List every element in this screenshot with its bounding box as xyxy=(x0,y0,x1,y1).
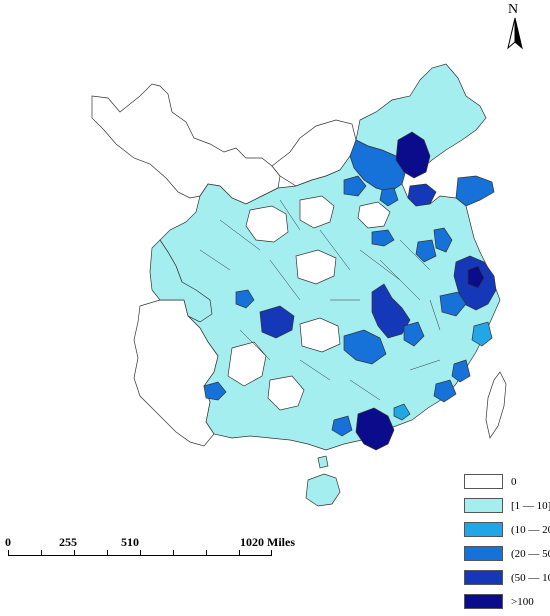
internal-boundaries xyxy=(199,199,441,401)
legend-row: (20 — 50] xyxy=(464,544,550,563)
region-delta-mid xyxy=(439,291,467,317)
region-south-mid xyxy=(331,415,353,437)
legend-label: >100 xyxy=(511,595,534,608)
legend-label: (10 — 20] xyxy=(511,523,550,536)
region-coast-mid-3 xyxy=(433,379,457,403)
scale-tick-6 xyxy=(206,550,207,556)
scale-tick-4 xyxy=(140,550,141,556)
region-taiwan xyxy=(485,371,507,439)
scale-label-255: 255 xyxy=(59,535,77,549)
legend-row: (50 — 100] xyxy=(464,568,550,587)
scale-label-510: 510 xyxy=(121,535,139,549)
region-east-mid-3 xyxy=(415,239,437,263)
legend-swatch xyxy=(464,570,503,585)
legend-swatch xyxy=(464,498,503,513)
region-south-darkest xyxy=(355,407,395,451)
region-central-mid-2 xyxy=(403,321,425,347)
scale-tick-8 xyxy=(271,550,272,556)
region-north-mid-1 xyxy=(343,175,367,197)
region-interior-white-6 xyxy=(227,341,267,387)
scale-tick-5 xyxy=(173,550,174,556)
legend-row: 0 xyxy=(464,472,550,491)
region-north-mid-2 xyxy=(379,187,399,207)
scale-label-1020: 1020 Miles xyxy=(240,535,295,549)
region-small-island xyxy=(317,455,329,469)
north-arrow-icon xyxy=(507,17,523,50)
region-northwest-white xyxy=(91,83,281,205)
region-interior-white-7 xyxy=(267,375,305,411)
scale-label-0: 0 xyxy=(5,535,11,549)
region-coast-mid xyxy=(471,321,493,347)
scale-tick-0 xyxy=(8,550,9,556)
map-canvas xyxy=(91,63,507,507)
region-interior-white-3 xyxy=(295,249,337,285)
legend-swatch xyxy=(464,594,503,609)
legend-label: 0 xyxy=(511,475,517,488)
legend: 0 [1 — 10] (10 — 20] (20 — 50] (50 — 100] >10… xyxy=(464,472,550,616)
scale-tick-2 xyxy=(74,550,75,556)
region-island xyxy=(305,473,341,507)
region-interior-white-1 xyxy=(245,205,289,243)
legend-swatch xyxy=(464,546,503,561)
scale-bar: 0 255 510 1020 Miles xyxy=(0,535,300,565)
scale-tick-1 xyxy=(41,550,42,556)
legend-label: [1 — 10] xyxy=(511,499,550,512)
region-interior-white-4 xyxy=(299,317,341,353)
region-interior-white-5 xyxy=(357,201,391,229)
region-east-mid-2 xyxy=(371,229,395,247)
region-southwest-white xyxy=(133,299,219,447)
region-south-mid-2 xyxy=(393,403,411,421)
legend-swatch xyxy=(464,522,503,537)
region-southwest-light xyxy=(149,239,213,323)
map-regions xyxy=(91,63,507,507)
legend-swatch xyxy=(464,474,503,489)
scale-tick-3 xyxy=(107,550,108,556)
region-delta-darkest xyxy=(467,265,485,289)
region-west-mid xyxy=(235,289,255,309)
region-coast-mid-2 xyxy=(451,359,471,383)
legend-row: (10 — 20] xyxy=(464,520,550,539)
region-interior-white-2 xyxy=(299,195,335,229)
scale-tick-7 xyxy=(239,550,240,556)
region-southwest-mid xyxy=(203,381,227,401)
north-label: N xyxy=(508,2,519,17)
region-central-mid xyxy=(343,329,387,365)
legend-row: [1 — 10] xyxy=(464,496,550,515)
region-capital-darkest xyxy=(395,131,431,179)
scale-line xyxy=(8,555,271,556)
region-east-mid xyxy=(433,227,453,253)
legend-label: (50 — 100] xyxy=(511,571,550,584)
region-peninsula xyxy=(455,175,495,207)
legend-label: (20 — 50] xyxy=(511,547,550,560)
region-basin xyxy=(259,305,295,339)
